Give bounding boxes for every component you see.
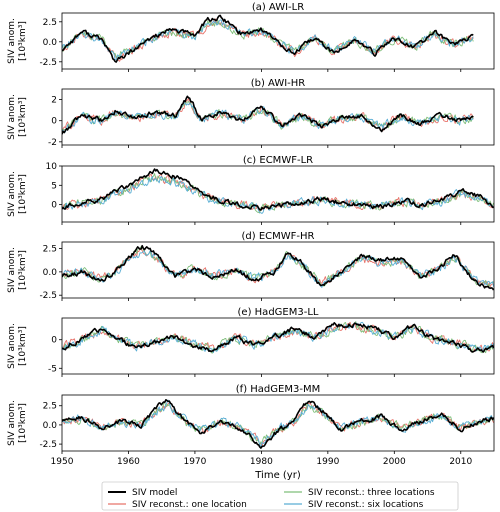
chart-panel: (e) HadGEM3-LL -5 0 SIV anom.[10³km³] [7, 307, 495, 377]
x-tick-label: 2010 [449, 457, 472, 467]
y-tick-label: 2.5 [43, 402, 57, 412]
legend-label: SIV model [132, 488, 177, 498]
y-tick-label: -2.5 [39, 58, 57, 68]
plot-frame [61, 165, 495, 223]
plot-frame [61, 12, 495, 70]
y-axis-label-line2: [10³km³] [18, 250, 28, 290]
y-tick-label: 0 [51, 336, 57, 346]
legend-entry: SIV reconst.: three locations [284, 488, 435, 498]
chart-panel: (c) ECMWF-LR 0 5 10 SIV anom.[10³km³] [7, 155, 495, 225]
series-line-reconst [62, 101, 474, 132]
y-tick-label: -2.5 [39, 440, 57, 450]
x-tick-label: 2000 [383, 457, 406, 467]
y-tick-label: 2.5 [43, 245, 57, 255]
x-tick-label: 1980 [250, 457, 273, 467]
y-axis-label-line1: SIV anom. [7, 247, 17, 293]
plot-frame [61, 241, 495, 299]
y-axis-label-line2: [10³km³] [18, 174, 28, 214]
y-axis-label: SIV anom.[10³km³] [7, 94, 28, 140]
y-axis-label: SIV anom.[10³km³] [7, 400, 28, 446]
series-line-model [62, 168, 494, 211]
y-axis-label-line1: SIV anom. [7, 18, 17, 64]
panel-title: (b) AWI-HR [251, 78, 306, 89]
x-axis-label: Time (yr) [254, 470, 301, 481]
y-tick-label: 0 [51, 201, 57, 211]
series-line-reconst [62, 250, 494, 288]
panel-title: (a) AWI-LR [252, 2, 304, 13]
y-tick-label: 0.0 [43, 421, 58, 431]
panel-title: (e) HadGEM3-LL [238, 307, 319, 318]
y-axis-label: SIV anom.[10³km³] [7, 247, 28, 293]
y-tick-label: -2.5 [39, 291, 57, 301]
legend-label: SIV reconst.: one location [132, 500, 247, 510]
series-line-reconst [62, 402, 494, 447]
plot-frame [61, 394, 495, 452]
y-axis-label-line2: [10³km³] [18, 326, 28, 366]
series-line-reconst [62, 19, 474, 61]
legend-entry: SIV reconst.: six locations [284, 500, 424, 510]
legend-label: SIV reconst.: three locations [308, 488, 435, 498]
series-line-model [62, 14, 474, 63]
legend-label: SIV reconst.: six locations [308, 500, 424, 510]
y-axis-label: SIV anom.[10³km³] [7, 171, 28, 217]
y-axis-label-line2: [10³km³] [18, 21, 28, 61]
series-line-model [62, 321, 494, 353]
y-axis-label-line1: SIV anom. [7, 323, 17, 369]
chart-panel: (d) ECMWF-HR -2.5 0.0 2.5 SIV anom.[10³km³] [7, 231, 495, 301]
y-axis-label-line1: SIV anom. [7, 171, 17, 217]
y-tick-label: 0.0 [43, 38, 58, 48]
series-line-reconst [62, 245, 494, 287]
y-axis-label-line1: SIV anom. [7, 400, 17, 446]
legend: SIV model SIV reconst.: one location SIV r… [101, 481, 459, 511]
y-tick-label: 10 [46, 162, 58, 172]
y-tick-label: 5 [51, 181, 57, 191]
y-tick-label: -2 [48, 138, 57, 148]
y-tick-label: 0.0 [43, 268, 58, 278]
series-line-reconst [62, 399, 494, 448]
legend-entry: SIV reconst.: one location [108, 500, 247, 510]
y-tick-label: 2.5 [43, 18, 57, 28]
series-line-reconst [62, 175, 494, 214]
y-axis-label-line2: [10³km³] [18, 403, 28, 443]
y-axis-label: SIV anom.[10³km³] [7, 323, 28, 369]
plot-frame [61, 88, 495, 146]
y-tick-label: 0 [51, 117, 57, 127]
series-line-reconst [62, 173, 494, 214]
plot-frame [61, 317, 495, 375]
panel-title: (c) ECMWF-LR [243, 155, 313, 166]
panel-title: (f) HadGEM3-MM [236, 384, 320, 395]
x-tick-label: 1960 [117, 457, 140, 467]
series-line-model [62, 398, 494, 449]
chart-panel: (b) AWI-HR -2 0 2 SIV anom.[10³km³] [7, 78, 495, 148]
series-line-model [62, 95, 474, 135]
series-line-model [62, 244, 494, 291]
x-tick-label: 1990 [316, 457, 339, 467]
legend-entry: SIV model [108, 488, 177, 498]
y-axis-label-line1: SIV anom. [7, 94, 17, 140]
chart-panel: (f) HadGEM3-MM -2.5 0.0 2.5 1950 1960 1970 1980… [7, 384, 495, 467]
y-axis-label: SIV anom.[10³km³] [7, 18, 28, 64]
x-tick-label: 1970 [183, 457, 206, 467]
y-axis-label-line2: [10³km³] [18, 97, 28, 137]
y-tick-label: -5 [48, 364, 57, 374]
series-line-reconst [62, 18, 474, 62]
panel-title: (d) ECMWF-HR [242, 231, 315, 242]
y-tick-label: 2 [51, 96, 57, 106]
chart-panel: (a) AWI-LR -2.5 0.0 2.5 SIV anom.[10³km³] [7, 2, 495, 72]
series-line-reconst [62, 401, 494, 446]
x-tick-label: 1950 [51, 457, 74, 467]
legend-box [101, 481, 459, 511]
